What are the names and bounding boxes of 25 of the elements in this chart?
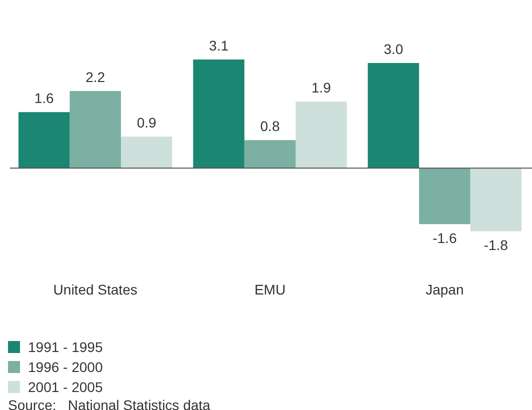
data-label: -1.8 [484, 237, 508, 254]
x-tick-label: Japan [426, 281, 464, 298]
legend-label: 2001 - 2005 [28, 379, 103, 395]
legend-label: 1991 - 1995 [28, 339, 103, 355]
data-label: 0.9 [136, 114, 157, 130]
x-tick-label: EMU [254, 281, 286, 298]
data-label: 3.1 [209, 37, 229, 54]
x-tick-label: United States [53, 281, 138, 298]
source-note: Source: National Statistics data [7, 397, 212, 410]
legend-label: 1996 - 2000 [28, 359, 103, 375]
bar [296, 102, 347, 168]
bar [70, 91, 121, 168]
data-label: 1.6 [34, 90, 54, 106]
data-label: 3.0 [384, 40, 404, 57]
bar [18, 112, 70, 168]
data-label: -1.6 [432, 230, 457, 246]
bar [193, 60, 244, 168]
bar [419, 168, 470, 224]
bar [470, 168, 522, 232]
data-label: 0.8 [260, 118, 280, 134]
data-label: 2.2 [86, 68, 106, 85]
bar [244, 140, 296, 168]
bar [120, 136, 172, 168]
data-label: 1.9 [312, 79, 332, 96]
bar [368, 63, 420, 168]
